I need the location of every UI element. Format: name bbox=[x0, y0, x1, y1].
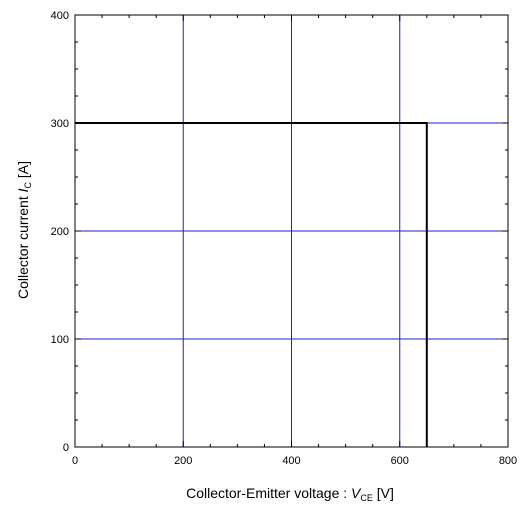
grid-layer bbox=[75, 15, 508, 447]
x-axis-title-symbol: V bbox=[351, 485, 362, 501]
series-layer bbox=[75, 122, 428, 447]
x-tick-label-200: 200 bbox=[174, 455, 192, 467]
x-tick-label-400: 400 bbox=[282, 455, 300, 467]
label-layer: Collector-Emitter voltage : VCE [V] Coll… bbox=[15, 161, 394, 503]
y-tick-label-0: 0 bbox=[63, 442, 69, 454]
y-tick-label-300: 300 bbox=[51, 118, 69, 130]
y-tick-label-200: 200 bbox=[51, 226, 69, 238]
x-tick-label-0: 0 bbox=[72, 455, 78, 467]
x-tick-label-600: 600 bbox=[391, 455, 409, 467]
series-line-0 bbox=[75, 122, 428, 447]
y-axis-title-symbol: I bbox=[15, 188, 31, 192]
x-axis-title: Collector-Emitter voltage : VCE [V] bbox=[186, 485, 394, 503]
tick-layer: 0 200 400 600 800 0 100 200 300 400 bbox=[51, 10, 518, 467]
x-tick-label-800: 800 bbox=[499, 455, 517, 467]
x-axis-title-subscript: CE bbox=[360, 493, 373, 503]
x-axis-title-prefix: Collector-Emitter voltage : bbox=[186, 485, 351, 501]
y-tick-label-400: 400 bbox=[51, 10, 69, 22]
y-axis-title-subscript: C bbox=[23, 182, 33, 189]
y-axis-title-suffix: [A] bbox=[15, 161, 31, 182]
y-axis-title: Collector current IC [A] bbox=[15, 161, 33, 299]
y-tick-label-100: 100 bbox=[51, 334, 69, 346]
x-axis-title-suffix: [V] bbox=[373, 485, 394, 501]
y-axis-title-prefix: Collector current bbox=[15, 192, 31, 299]
